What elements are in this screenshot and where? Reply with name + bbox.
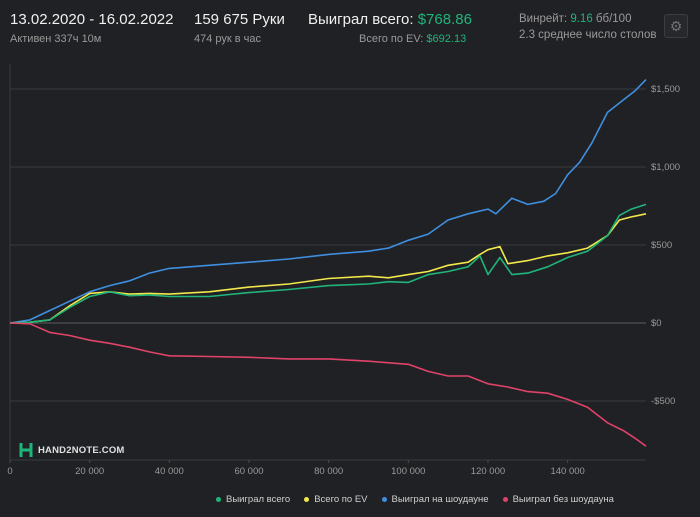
legend-dot xyxy=(304,496,310,502)
hands-count: 159 675 Руки xyxy=(194,11,285,28)
x-tick-label: 40 000 xyxy=(155,466,184,477)
winrate-value: 9.16 xyxy=(570,13,593,25)
y-tick-label: -$500 xyxy=(651,396,675,407)
chart-header: 13.02.2020 - 16.02.2022 Активен 337ч 10м… xyxy=(0,0,700,56)
legend-item-showdown[interactable]: Выиграл на шоудауне xyxy=(381,493,489,505)
x-tick-label: 140 000 xyxy=(550,466,584,477)
legend-label: Выиграл на шоудауне xyxy=(391,493,489,505)
series-line-3 xyxy=(9,322,647,447)
legend-label: Выиграл без шоудауна xyxy=(512,493,614,505)
x-tick-label: 120 000 xyxy=(471,466,505,477)
legend-label: Выиграл всего xyxy=(226,493,291,505)
gear-icon: ⚙ xyxy=(669,17,683,34)
y-tick-label: $0 xyxy=(651,318,662,329)
legend-item-non-showdown[interactable]: Выиграл без шоудауна xyxy=(502,493,614,505)
x-tick-label: 60 000 xyxy=(234,466,263,477)
y-tick-label: $1,000 xyxy=(651,162,680,173)
x-tick-label: 80 000 xyxy=(314,466,343,477)
ev-total: Всего по EV: $692.13 xyxy=(308,33,472,45)
settings-button[interactable]: ⚙ xyxy=(664,14,688,38)
x-tick-label: 0 xyxy=(7,466,12,477)
date-range-block: 13.02.2020 - 16.02.2022 Активен 337ч 10м xyxy=(10,11,173,45)
x-tick-label: 100 000 xyxy=(391,466,425,477)
series-line-2 xyxy=(9,203,647,324)
ev-total-label: Всего по EV: xyxy=(359,33,424,45)
legend-dot xyxy=(216,496,221,502)
y-tick-label: $500 xyxy=(651,240,672,251)
won-total-label: Выиграл всего: xyxy=(308,11,414,28)
profit-chart: $1,500 $1,000 $500 $0 -$500 0 20 000 40 000 60 0… xyxy=(7,64,680,477)
won-total: Выиграл всего: $768.86 xyxy=(308,11,472,28)
legend-label: Всего по EV xyxy=(314,493,368,505)
active-time: Активен 337ч 10м xyxy=(10,33,102,45)
chart-legend: Выиграл всего Всего по EV Выиграл на шоу… xyxy=(216,491,686,507)
legend-dot xyxy=(381,496,387,502)
hands-block: 159 675 Руки 474 рук в час xyxy=(194,11,285,45)
x-tick-label: 20 000 xyxy=(75,466,104,477)
logo-text: HAND2NOTE.COM xyxy=(38,444,125,456)
winrate-unit: бб/100 xyxy=(595,13,632,25)
series-line-0 xyxy=(9,79,647,324)
winrate-block: Винрейт: 9.16 бб/100 2.3 среднее число с… xyxy=(519,13,657,41)
legend-dot xyxy=(502,496,508,502)
hand2note-logo: HAND2NOTE.COM xyxy=(18,441,125,459)
winrate-label: Винрейт: xyxy=(519,13,568,25)
hand2note-logo-icon xyxy=(19,443,33,457)
won-total-value: $768.86 xyxy=(417,11,472,28)
avg-tables: 2.3 среднее число столов xyxy=(519,29,657,41)
series-line-1 xyxy=(9,213,647,324)
legend-item-ev-total[interactable]: Всего по EV xyxy=(304,493,368,505)
date-range: 13.02.2020 - 16.02.2022 xyxy=(10,11,174,28)
legend-item-won-total[interactable]: Выиграл всего xyxy=(216,494,290,505)
winnings-block: Выиграл всего: $768.86 Всего по EV: $692… xyxy=(308,11,472,45)
y-tick-label: $1,500 xyxy=(651,84,680,95)
hands-per-hour: 474 рук в час xyxy=(194,33,262,45)
ev-total-value: $692.13 xyxy=(426,33,467,45)
winrate: Винрейт: 9.16 бб/100 xyxy=(519,13,657,25)
